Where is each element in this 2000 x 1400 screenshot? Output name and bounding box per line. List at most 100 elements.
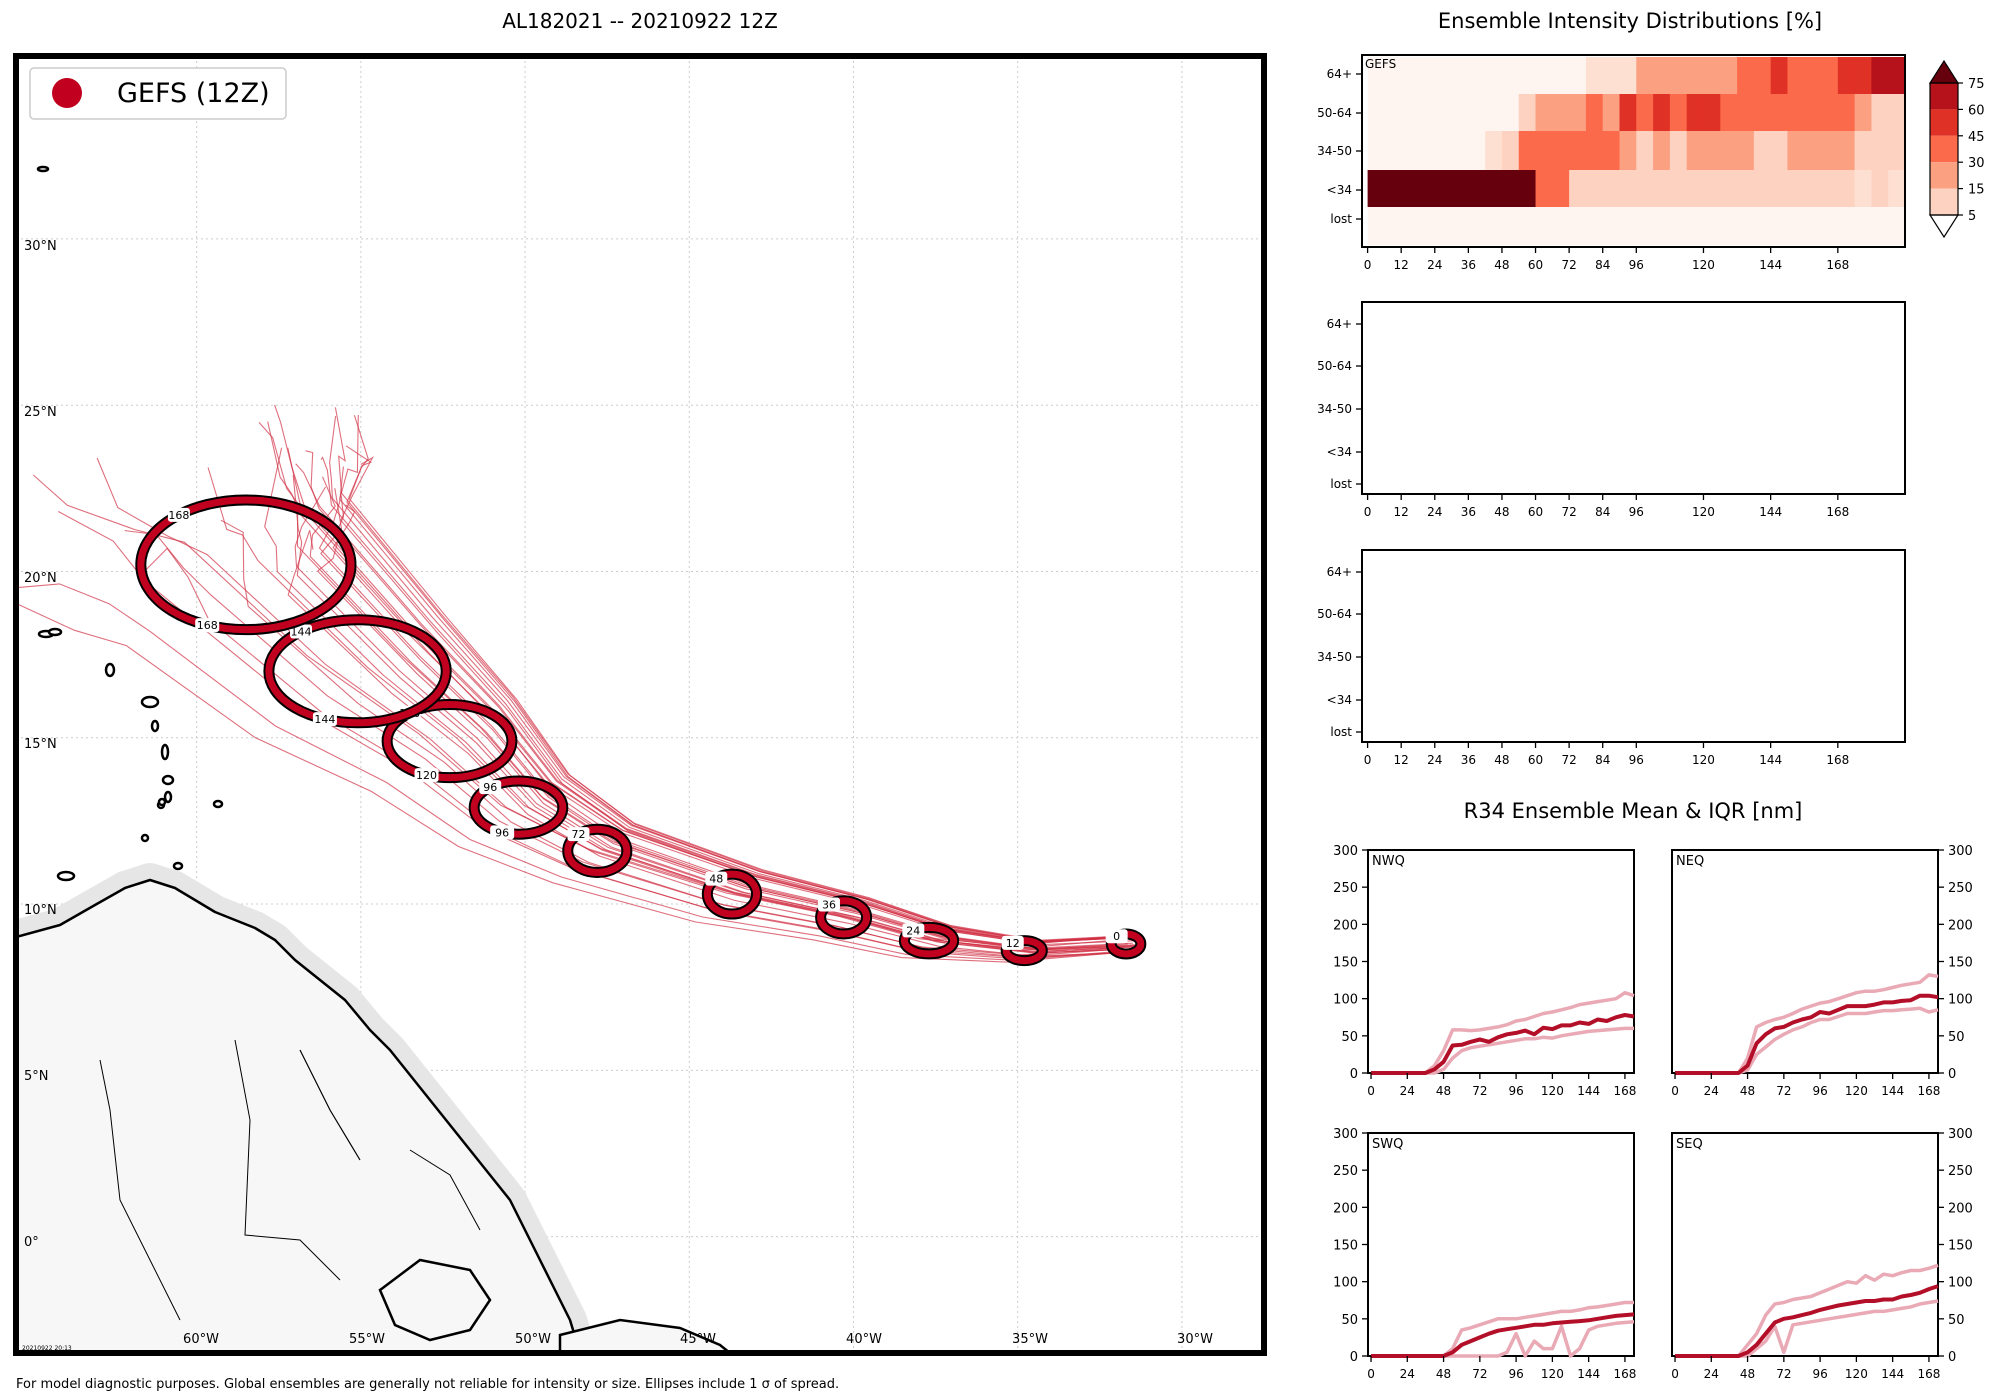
heatmap-cell [1451,94,1469,131]
lat-label: 0° [24,1235,39,1250]
x-tick-label: 168 [1613,1367,1636,1381]
heatmap-cell [1485,207,1503,245]
ellipse-label-bg [290,624,313,639]
heatmap-cell [1737,94,1755,131]
ensemble-track [96,457,1119,949]
ensemble-track [309,476,1137,951]
heatmap-cell [1653,170,1671,207]
r34-panel-swq: SWQ 0 24 48 72 96 120 144 168 0 50 100 150 200 250 300 [1333,1127,1636,1381]
heatmap-cell [1401,94,1419,131]
colorbar-segment [1930,188,1958,215]
x-tick-label: 84 [1595,505,1610,519]
x-tick-label: 144 [1881,1084,1904,1098]
heatmap-cell [1753,131,1772,170]
timestamp-label: 20210922 20:13 [22,1345,72,1352]
ellipse-label: 144 [291,626,312,639]
x-tick-label: 60 [1528,258,1543,272]
x-tick-label: 72 [1776,1084,1791,1098]
heatmap-cell [1535,207,1553,245]
heatmap-cell [1669,170,1688,207]
r34-mean-line [1371,1312,1635,1358]
x-tick-label: 144 [1759,505,1782,519]
r34-mean-line [1675,993,1939,1075]
x-tick-label: 96 [1629,505,1644,519]
ellipse-label-bg [195,618,220,633]
heatmap-cell [1434,131,1453,170]
heatmap-cell [1384,207,1402,245]
heatmap-cell [1821,131,1839,170]
x-tick-label: 72 [1472,1367,1487,1381]
ellipse-ring [900,923,958,958]
r34-mean-line [1675,1284,1939,1358]
heatmap-cell [1686,94,1705,131]
map-frame [13,53,1267,1356]
heatmap-cell [1434,207,1453,245]
r34-quadrant-label: NWQ [1372,854,1405,869]
map-gridlines [16,56,1264,1353]
y-tick-label: 150 [1948,956,1973,971]
x-tick-label: 84 [1595,258,1610,272]
colorbar-tick-label: 60 [1968,103,1985,118]
heatmap-cell [1451,57,1469,94]
ellipse-ring [1002,937,1046,965]
heatmap-axes: 0 12 24 36 48 60 72 84 96 120 144 168 64+ 50-64 34-50 <… [1317,67,1849,272]
r34-panel-seq: SEQ 0 24 48 72 96 120 144 168 0 50 100 150 200 250 300 [1671,1127,1973,1381]
heatmap-cell [1821,57,1839,94]
intensity-panel-2: 0 12 24 36 48 60 72 84 96 120 144 168 64+ 50-64 34-50 <… [1317,301,1906,519]
ellipse-label: 48 [709,873,723,886]
x-tick-label: 96 [1629,753,1644,767]
x-tick-label: 0 [1671,1367,1679,1381]
ensemble-track [16,583,1118,961]
heatmap-cell [1669,94,1688,131]
heatmap-cell [1417,57,1436,94]
heatmap-cell [1653,57,1671,94]
x-tick-label: 48 [1740,1084,1755,1098]
heatmap-cell [1821,207,1839,245]
heatmap-cell [1636,131,1654,170]
ellipse-label: 144 [314,713,335,726]
y-tick-label: 250 [1333,881,1358,896]
ellipse-label-bg [490,825,515,840]
ellipse-label: 120 [416,769,437,782]
heatmap-cell [1770,170,1789,207]
heatmap-cell [1569,57,1587,94]
ellipse-label-bg [414,768,439,783]
heatmap-cell [1686,57,1705,94]
y-tick-label: 64+ [1327,317,1352,331]
heatmap-cell [1384,57,1402,94]
intensity-colorbar: 75 60 45 30 15 5 [1928,59,1985,239]
heatmap-cell [1619,94,1637,131]
heatmap-cell [1468,131,1486,170]
heatmap-cell [1569,207,1587,245]
heatmap-cell [1535,170,1553,207]
heatmap-cell [1669,207,1688,245]
heatmap-cell [1770,207,1789,245]
heatmap-cell [1552,57,1570,94]
colorbar-tick-label: 75 [1968,77,1985,92]
r34-quadrant-label: NEQ [1676,854,1704,869]
colorbar-tick-label: 5 [1968,209,1976,224]
ellipse-label: 24 [906,924,920,937]
heatmap-cell [1417,131,1436,170]
x-tick-label: 0 [1367,1367,1375,1381]
heatmap-cell [1804,57,1822,94]
y-tick-label: 300 [1948,844,1973,859]
heatmap-cell [1535,94,1553,131]
heatmap-cell [1636,170,1654,207]
colorbar-segment [1930,135,1958,163]
ellipse-ring [817,897,871,938]
heatmap-cell [1854,131,1873,170]
ellipse-label-bg [902,923,925,938]
colorbar-segment [1930,83,1958,110]
heatmap-cell [1686,207,1705,245]
x-tick-label: 144 [1577,1084,1600,1098]
heatmap-cell [1602,94,1621,131]
x-tick-label: 72 [1472,1084,1487,1098]
heatmap-cell [1787,207,1805,245]
colorbar-tick-label: 45 [1968,130,1985,145]
lon-label: 35°W [1012,1332,1048,1347]
heatmap-cell [1569,131,1587,170]
heatmap-cell [1485,94,1503,131]
x-tick-label: 168 [1613,1084,1636,1098]
ellipse-ring [265,616,450,727]
